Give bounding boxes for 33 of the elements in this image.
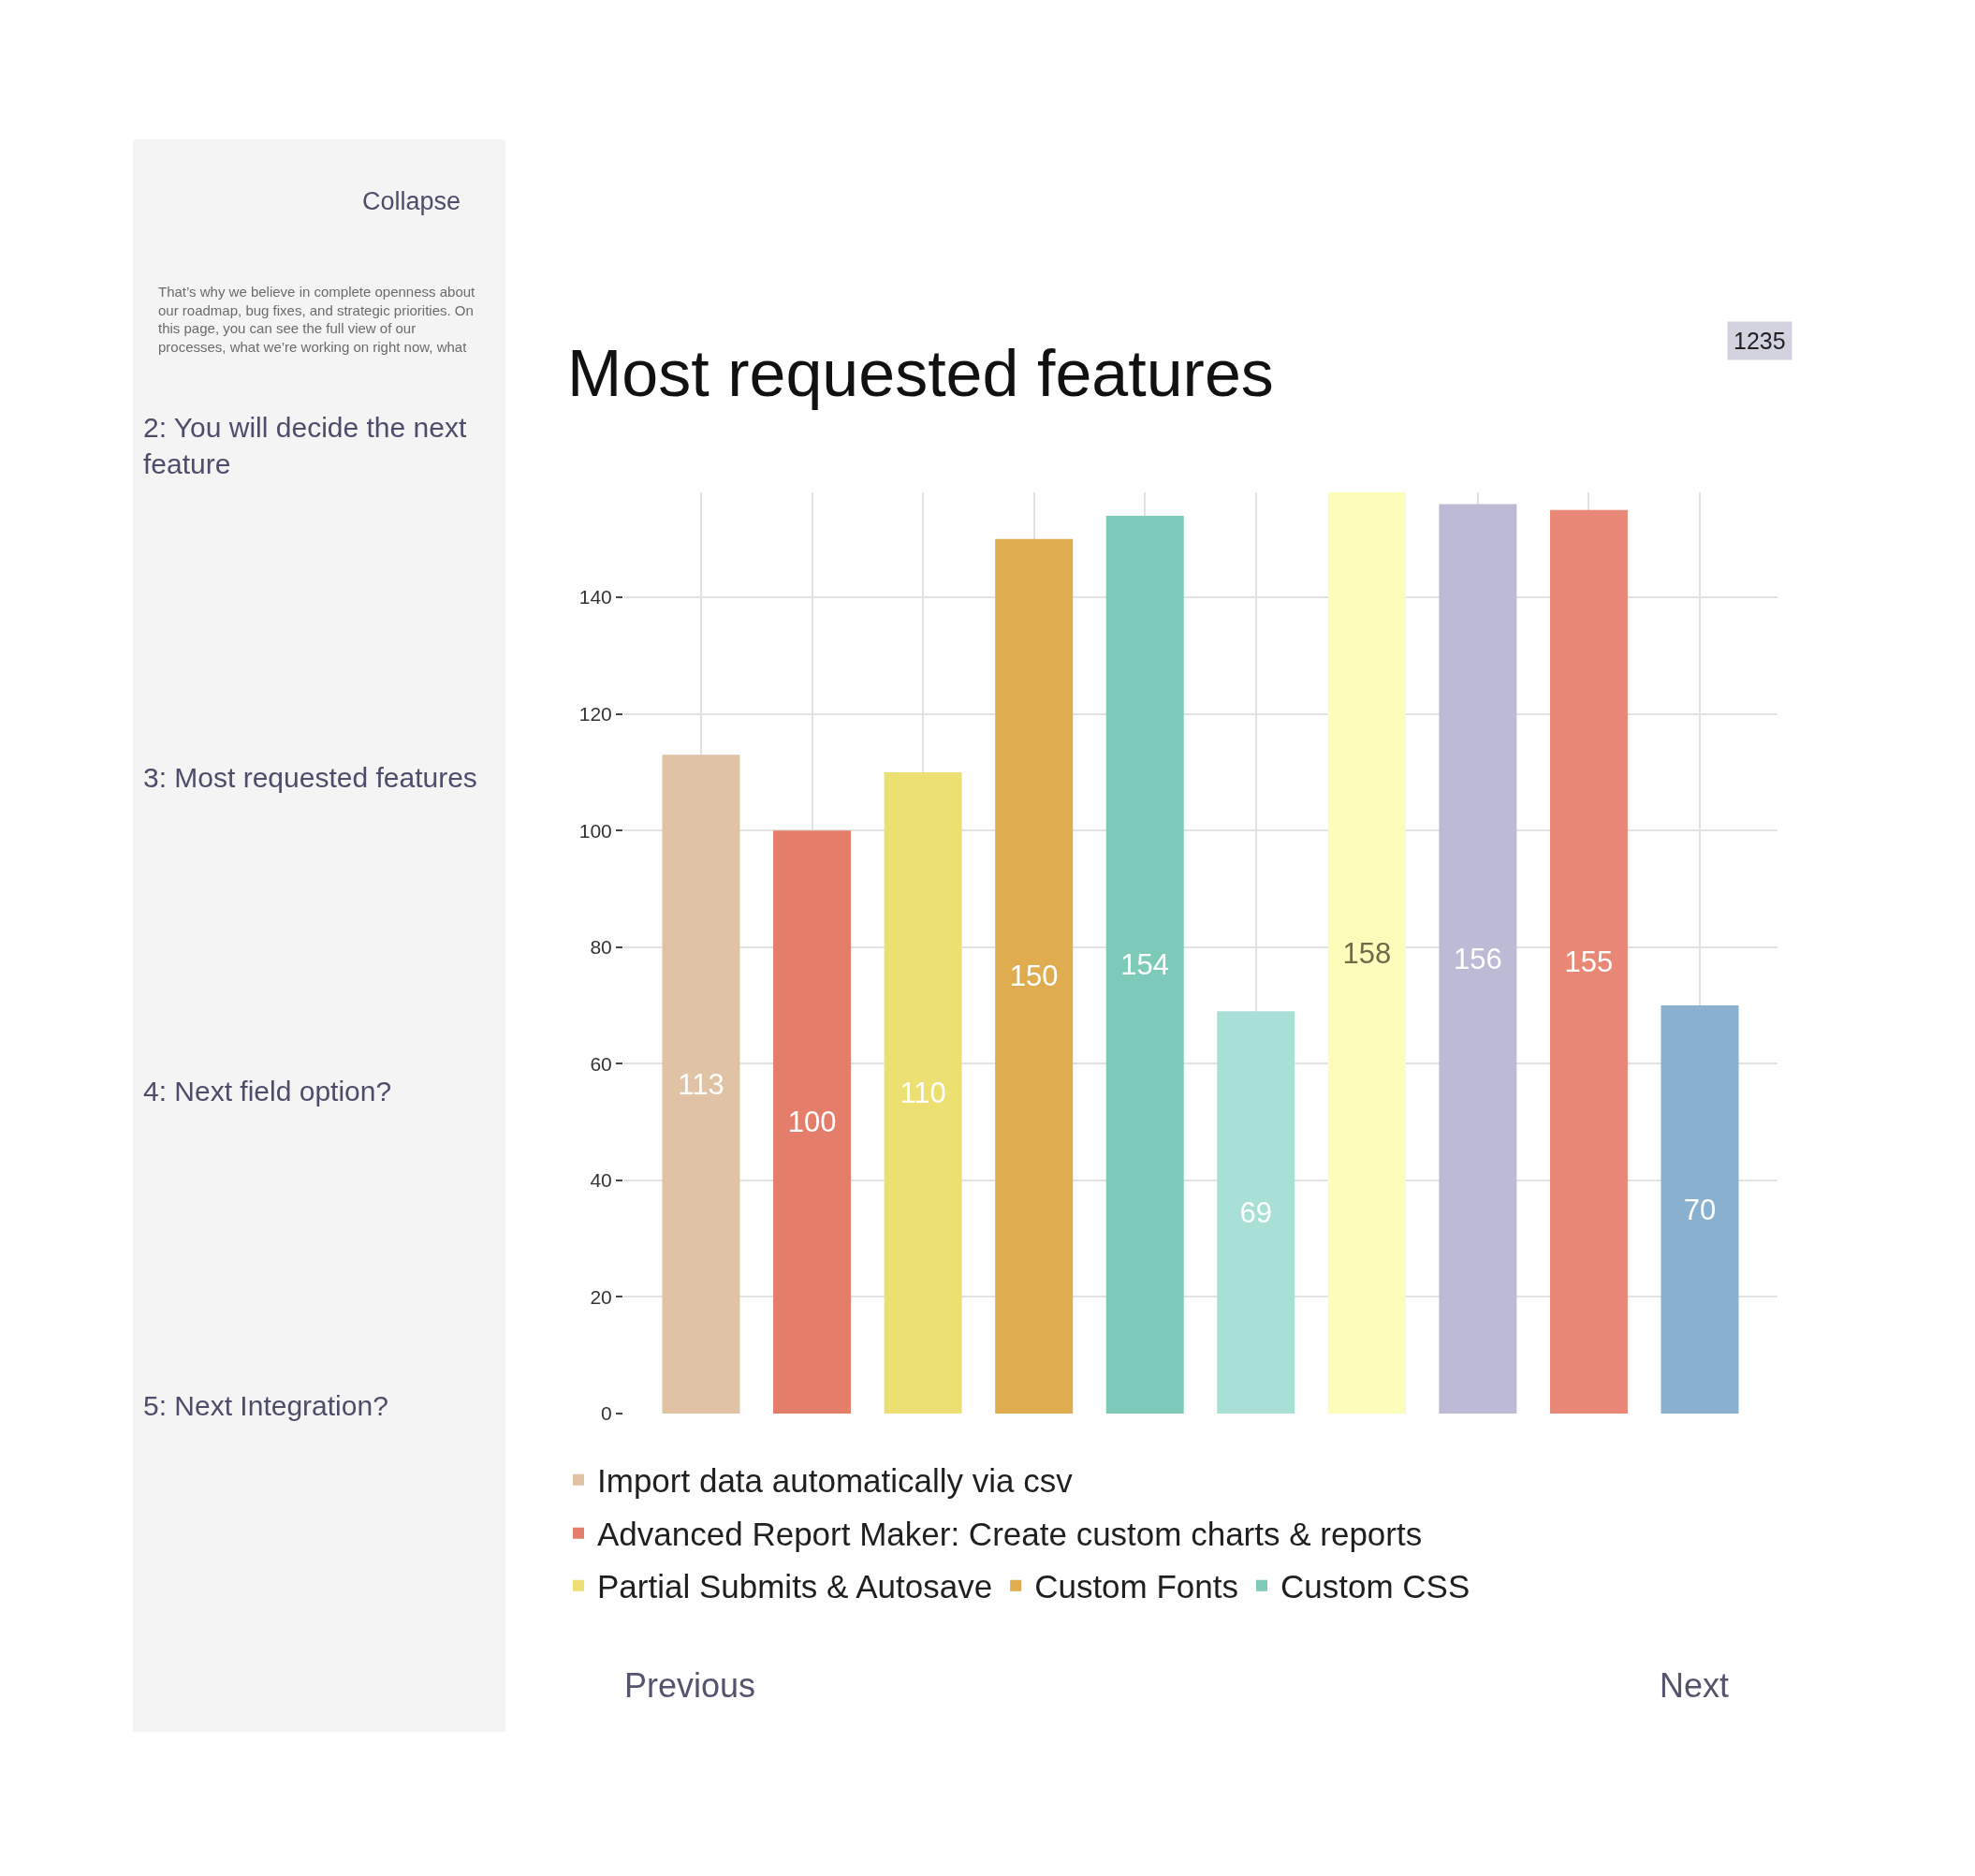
- data-label: 154: [1120, 947, 1170, 981]
- legend-label: Custom CSS: [1280, 1568, 1470, 1605]
- text: 5: Next Integration?: [143, 1390, 388, 1421]
- data-label: 158: [1342, 936, 1392, 970]
- data-label: 110: [900, 1076, 946, 1109]
- y-tick-label: 20: [590, 1285, 612, 1308]
- data-label: 150: [1009, 960, 1059, 993]
- text: Collapse: [362, 187, 461, 215]
- y-tick-label: 0: [601, 1402, 612, 1425]
- data-label: 155: [1564, 945, 1614, 978]
- y-tick-label: 140: [578, 586, 612, 608]
- text: 3: Most requested features: [143, 762, 477, 793]
- y-tick-label: 80: [590, 936, 612, 959]
- legend-label: Advanced Report Maker: Create custom charts & reports: [597, 1516, 1423, 1553]
- text: Next: [1660, 1666, 1730, 1705]
- data-label: 69: [1239, 1195, 1273, 1229]
- text: 1235: [1734, 328, 1786, 354]
- data-label: 100: [787, 1106, 837, 1139]
- text: 2: You will decide the next feature: [143, 412, 467, 479]
- legend-label: Import data automatically via csv: [597, 1462, 1074, 1500]
- legend-label: Custom Fonts: [1034, 1568, 1239, 1605]
- y-tick-label: 60: [590, 1052, 612, 1075]
- text: That’s why we believe in complete openness about our roadmap, bug fixes, and strategic priorities. On this page, you can see the full view of our processes, what we’re working on right now, what: [158, 284, 476, 355]
- y-tick-label: 100: [578, 819, 612, 842]
- legend-label: Partial Submits & Autosave: [597, 1568, 993, 1605]
- data-label: 113: [678, 1067, 724, 1101]
- text: Previous: [624, 1666, 756, 1705]
- y-tick-label: 40: [590, 1169, 612, 1192]
- text: 4: Next field option?: [143, 1076, 392, 1107]
- y-tick-label: 120: [578, 703, 612, 725]
- data-label: 156: [1454, 942, 1502, 975]
- chart-title: Most requested features: [567, 336, 1274, 410]
- data-label: 70: [1683, 1193, 1717, 1226]
